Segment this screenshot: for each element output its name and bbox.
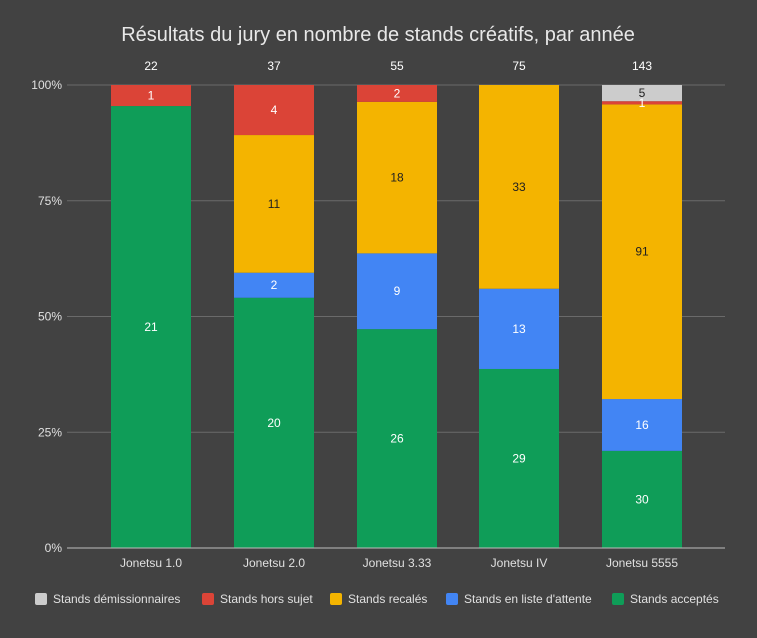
- bar-segment: [479, 368, 559, 548]
- bar-segment: [602, 85, 682, 102]
- x-tick-label: Jonetsu IV: [491, 556, 548, 570]
- bar-segment: [357, 253, 437, 330]
- x-axis-ticks: Jonetsu 1.0 Jonetsu 2.0 Jonetsu 3.33 Jonets…: [120, 556, 678, 570]
- segment-value-label: 29: [512, 451, 526, 465]
- bar-total-label: 37: [267, 59, 281, 73]
- y-tick-label: 50%: [38, 310, 62, 324]
- legend-swatch: [35, 593, 47, 605]
- bar-segment: [479, 85, 559, 289]
- segment-value-label: 4: [271, 103, 278, 117]
- bar-segment: [234, 135, 314, 273]
- segment-value-label: 2: [394, 86, 401, 100]
- x-tick-label: Jonetsu 5555: [606, 556, 678, 570]
- bar-segment: [357, 329, 437, 548]
- bar-segment: [234, 272, 314, 298]
- segment-value-label: 9: [394, 284, 401, 298]
- y-tick-label: 25%: [38, 425, 62, 439]
- segment-value-label: 1: [148, 89, 155, 103]
- legend-label: Stands démissionnaires: [53, 592, 180, 606]
- bar-segment: [234, 297, 314, 548]
- legend-label: Stands hors sujet: [220, 592, 313, 606]
- bar-segment: [111, 106, 191, 548]
- legend-swatch: [202, 593, 214, 605]
- segment-value-label: 13: [512, 322, 526, 336]
- legend-label: Stands en liste d'attente: [464, 592, 592, 606]
- segment-value-label: 21: [144, 320, 158, 334]
- legend-swatch: [330, 593, 342, 605]
- bar-totals: 22 37 55 75 143: [144, 59, 652, 73]
- segment-value-label: 5: [639, 86, 646, 100]
- segment-value-label: 33: [512, 180, 526, 194]
- legend-label: Stands acceptés: [630, 592, 719, 606]
- bar-segment: [357, 101, 437, 254]
- bars: [111, 85, 682, 548]
- bar-total-label: 75: [512, 59, 526, 73]
- bar-total-label: 22: [144, 59, 158, 73]
- x-tick-label: Jonetsu 1.0: [120, 556, 182, 570]
- segment-value-label: 26: [390, 432, 404, 446]
- x-tick-label: Jonetsu 2.0: [243, 556, 305, 570]
- segment-value-label: 30: [635, 492, 649, 506]
- bar-segment: [602, 450, 682, 548]
- y-tick-label: 0%: [45, 541, 63, 555]
- chart-title: Résultats du jury en nombre de stands cr…: [121, 24, 635, 46]
- segment-value-label: 1: [639, 96, 646, 110]
- y-tick-label: 100%: [31, 78, 62, 92]
- bar-segment: [357, 85, 437, 102]
- legend-swatch: [446, 593, 458, 605]
- x-tick-label: Jonetsu 3.33: [363, 556, 432, 570]
- bar-segment: [111, 85, 191, 107]
- y-axis-ticks: 0% 25% 50% 75% 100%: [31, 78, 62, 555]
- bar-total-label: 143: [632, 59, 652, 73]
- bar-segment: [602, 104, 682, 400]
- segment-value-label: 91: [635, 245, 649, 259]
- bar-total-label: 55: [390, 59, 404, 73]
- segment-value-label: 2: [271, 278, 278, 292]
- legend-swatch: [612, 593, 624, 605]
- bar-segment: [479, 288, 559, 369]
- y-tick-label: 75%: [38, 194, 62, 208]
- segment-value-label: 16: [635, 418, 649, 432]
- bar-segment: [602, 101, 682, 105]
- segment-value-label: 11: [268, 197, 281, 211]
- legend-label: Stands recalés: [348, 592, 427, 606]
- legend: Stands démissionnaires Stands hors sujet S…: [35, 592, 719, 606]
- bar-segment: [602, 399, 682, 451]
- segment-value-label: 20: [267, 416, 281, 430]
- segment-value-label: 18: [390, 171, 404, 185]
- bar-segment: [234, 85, 314, 136]
